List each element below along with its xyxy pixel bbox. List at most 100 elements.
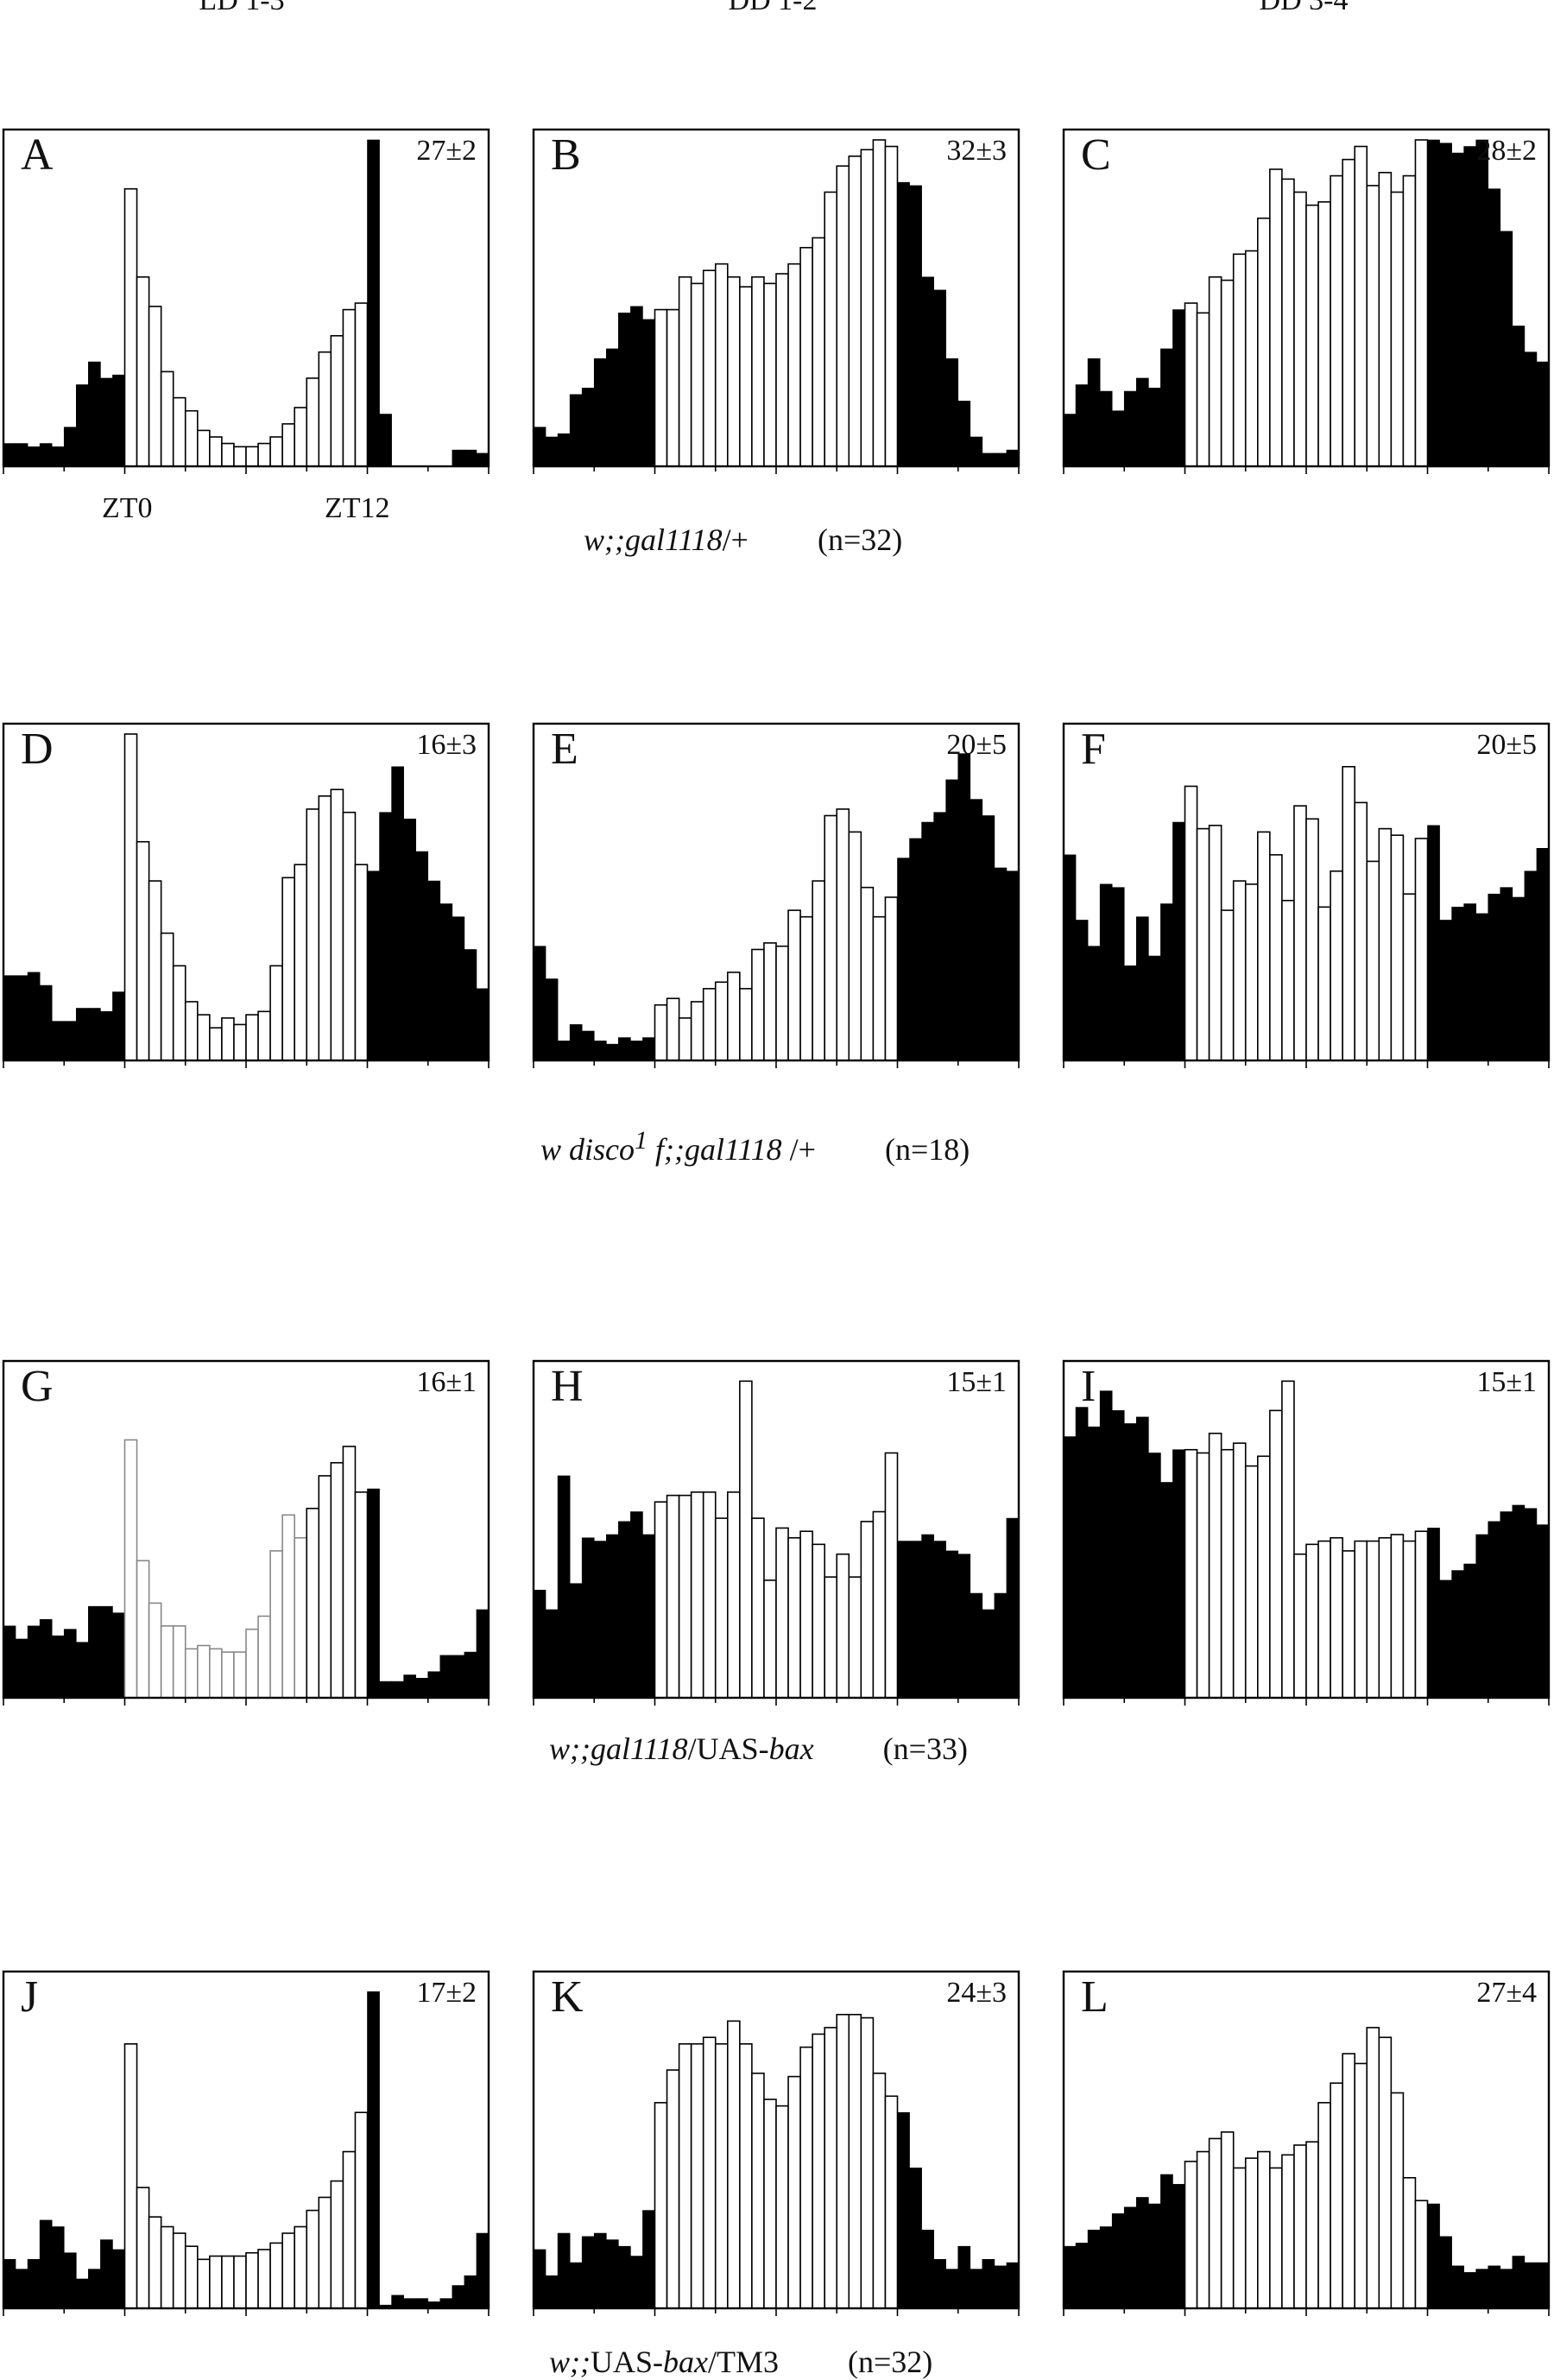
- activity-bar: [909, 838, 922, 1061]
- activity-bar: [63, 1629, 77, 1699]
- activity-bar: [160, 2225, 174, 2309]
- activity-bar: [957, 401, 971, 467]
- activity-bar: [909, 2168, 922, 2309]
- activity-bar: [812, 237, 825, 467]
- panel-frame: [2, 1970, 490, 2310]
- activity-bar: [294, 407, 308, 467]
- activity-bar: [1293, 805, 1307, 1061]
- activity-bar: [1378, 1536, 1393, 1699]
- activity-bar: [848, 2013, 862, 2309]
- activity-bar: [775, 945, 789, 1061]
- panel-letter: J: [21, 1972, 39, 2022]
- panel-frame: [1062, 1970, 1551, 2310]
- sample-size: (n=32): [817, 522, 903, 557]
- activity-bar: [354, 2111, 369, 2309]
- activity-bar: [1063, 1436, 1077, 1699]
- activity-bar: [921, 276, 934, 467]
- activity-bar: [921, 1534, 934, 1699]
- activity-bar: [1390, 191, 1405, 467]
- activity-bar: [1293, 191, 1307, 467]
- activity-bar: [39, 443, 53, 467]
- activity-bar: [945, 779, 959, 1061]
- activity-bar: [897, 1541, 910, 1699]
- activity-bar: [342, 1446, 357, 1699]
- activity-bar: [982, 453, 995, 467]
- activity-bar: [63, 2252, 77, 2309]
- activity-bar: [184, 1001, 199, 1061]
- activity-bar: [342, 2150, 357, 2309]
- activity-bar: [872, 915, 887, 1061]
- activity-bar: [209, 1027, 223, 1061]
- activity-histogram: [2, 722, 490, 1068]
- activity-bar: [269, 965, 283, 1061]
- activity-bar: [427, 1671, 441, 1699]
- activity-bar: [160, 370, 174, 467]
- activity-bar: [1196, 2150, 1210, 2309]
- activity-bar: [136, 275, 150, 467]
- activity-bar: [1475, 1534, 1489, 1699]
- activity-bar: [1305, 204, 1319, 467]
- activity-bar: [884, 2095, 899, 2309]
- activity-bar: [702, 269, 717, 467]
- activity-bar: [233, 2255, 247, 2309]
- activity-bar: [1475, 913, 1489, 1061]
- activity-bar: [860, 1521, 875, 1699]
- activity-bar: [1232, 880, 1247, 1061]
- activity-bar: [1451, 1570, 1464, 1699]
- activity-bar: [1136, 916, 1149, 1061]
- genotype-label-2: w disco1 f;;gal1118 /+ (n=18): [540, 1126, 970, 1168]
- activity-bar: [257, 1615, 271, 1699]
- activity-bar: [1414, 2200, 1429, 2309]
- activity-bar: [1512, 326, 1526, 467]
- activity-bar: [1257, 217, 1271, 467]
- activity-bar: [391, 766, 404, 1061]
- activity-bar: [909, 185, 922, 467]
- activity-bar: [533, 1589, 546, 1699]
- activity-bar: [1148, 387, 1161, 467]
- activity-bar: [1172, 2184, 1185, 2309]
- activity-bar: [787, 2075, 801, 2309]
- activity-bar: [957, 2245, 971, 2309]
- activity-bar: [221, 1651, 235, 1699]
- activity-bar: [1330, 174, 1343, 467]
- activity-bar: [1257, 2150, 1271, 2309]
- activity-bar: [1536, 2262, 1550, 2309]
- activity-bar: [1075, 1407, 1089, 1699]
- activity-bar: [172, 965, 186, 1061]
- activity-bar: [1330, 870, 1343, 1061]
- activity-bar: [848, 831, 862, 1061]
- activity-bar: [933, 1541, 946, 1699]
- activity-bar: [1439, 1579, 1452, 1699]
- activity-bar: [763, 1579, 777, 1699]
- activity-bar: [100, 1010, 113, 1061]
- activity-bar: [897, 858, 910, 1061]
- activity-bar: [606, 1534, 619, 1699]
- activity-bar: [884, 145, 899, 467]
- panel-letter: I: [1081, 1362, 1096, 1411]
- activity-bar: [763, 942, 777, 1061]
- x-label-zt0: ZT0: [102, 492, 153, 524]
- activity-bar: [799, 246, 813, 467]
- activity-bar: [88, 1008, 101, 1061]
- activity-bar: [872, 139, 887, 467]
- activity-bar: [593, 358, 607, 467]
- activity-bar: [933, 289, 946, 467]
- activity-bar: [1087, 358, 1101, 467]
- activity-bar: [306, 2209, 320, 2309]
- chart-panel-f: F 20±5: [1062, 722, 1551, 1068]
- activity-bar: [690, 282, 704, 467]
- activity-bar: [1512, 2256, 1526, 2309]
- activity-bar: [739, 1380, 753, 1699]
- activity-bar: [148, 305, 162, 467]
- activity-bar: [545, 2275, 559, 2309]
- activity-bar: [367, 139, 380, 467]
- activity-bar: [727, 1491, 741, 1699]
- activity-bar: [581, 1030, 595, 1061]
- activity-bar: [787, 263, 801, 467]
- activity-bar: [1172, 1449, 1185, 1699]
- chart-panel-a: A 27±2: [2, 128, 490, 474]
- activity-bar: [27, 2258, 41, 2309]
- activity-bar: [702, 2036, 717, 2309]
- activity-bar: [1330, 1536, 1343, 1699]
- activity-bar: [439, 2298, 453, 2309]
